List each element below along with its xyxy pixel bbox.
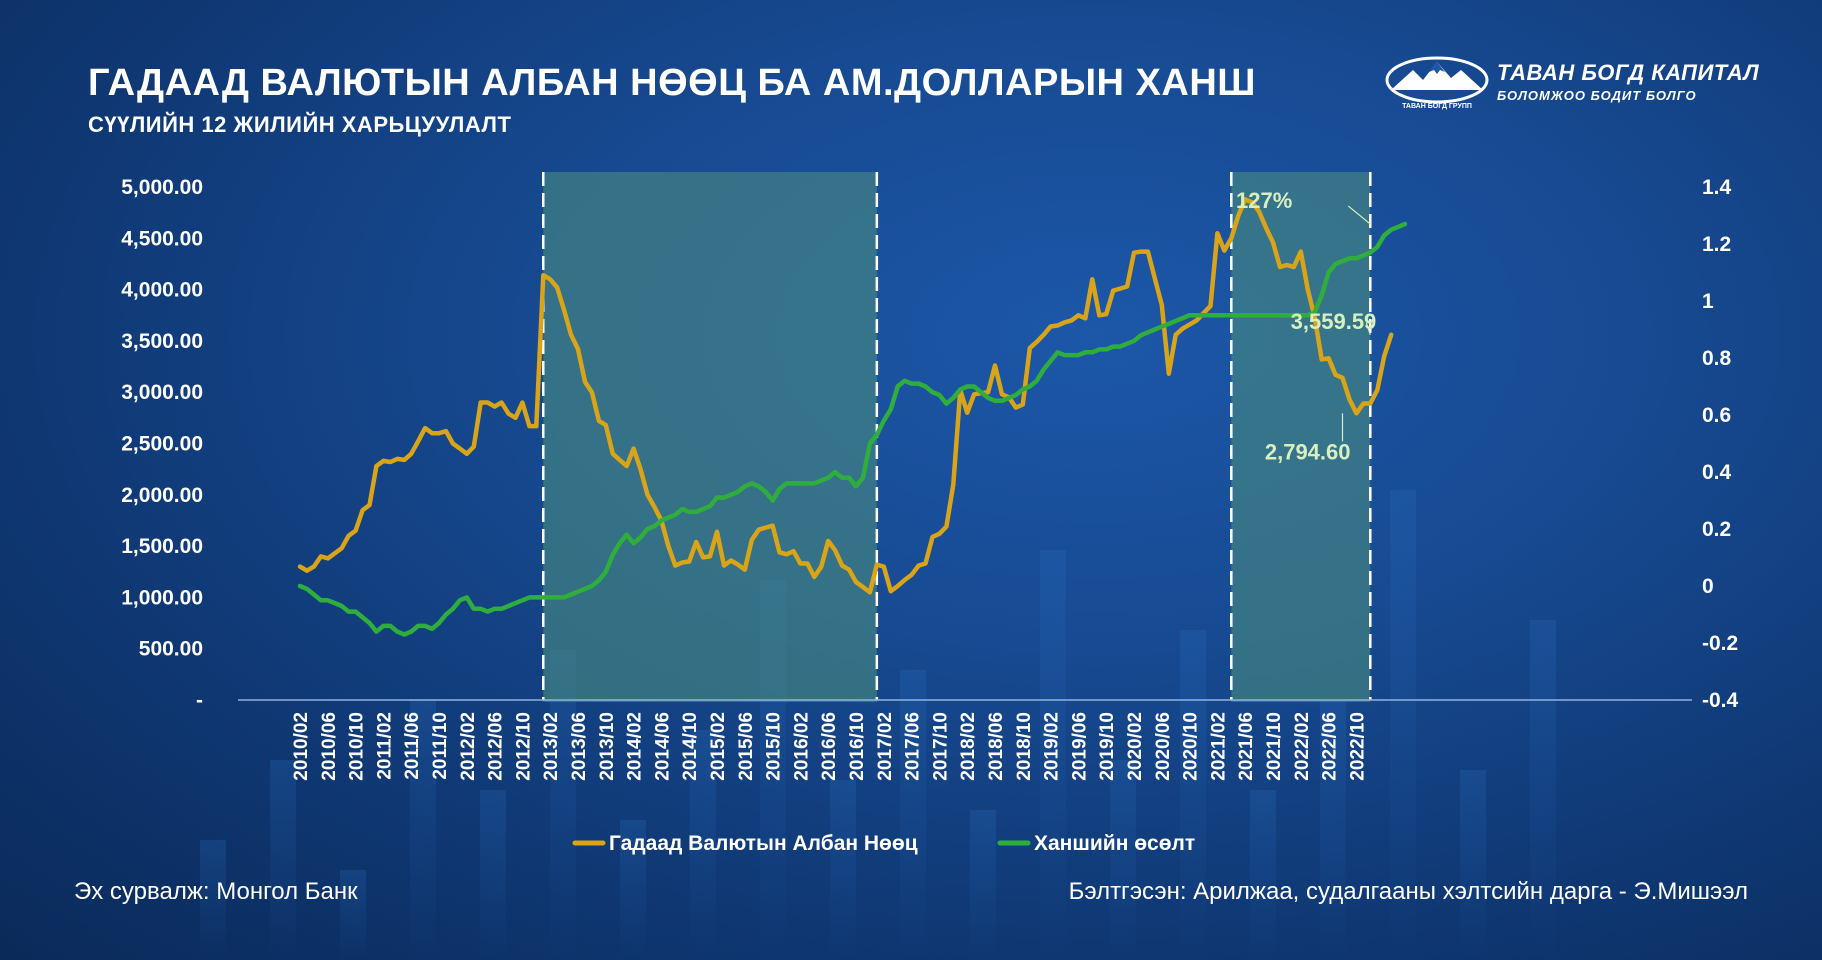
y-right-tick-label: 1.2 — [1702, 233, 1731, 256]
x-tick-label: 2017/10 — [930, 712, 951, 781]
y-left-tick-label: 1,000.00 — [121, 586, 203, 609]
x-tick-label: 2011/10 — [430, 712, 451, 780]
x-tick-label: 2014/06 — [652, 712, 673, 781]
y-left-tick-label: 5,000.00 — [121, 176, 203, 199]
background-bar — [1040, 550, 1066, 960]
shaded-period — [543, 172, 877, 702]
y-left-tick-label: 3,500.00 — [121, 330, 203, 353]
y-right-tick-label: 0.4 — [1702, 461, 1732, 484]
exchange-growth-line — [297, 221, 1408, 637]
annotation-label: 2,794.60 — [1265, 439, 1351, 464]
y-right-tick-label: -0.2 — [1702, 632, 1738, 655]
y-right-tick-label: 0 — [1702, 575, 1714, 598]
x-tick-label: 2022/02 — [1292, 712, 1313, 781]
y-left-tick-label: 1,500.00 — [121, 535, 203, 558]
reserves-line — [297, 197, 1394, 595]
x-tick-label: 2014/02 — [625, 712, 646, 781]
background-bar — [410, 700, 436, 960]
legend-label: Ханшийн өсөлт — [1034, 832, 1195, 855]
background-bar — [270, 760, 296, 960]
x-tick-label: 2013/10 — [597, 712, 618, 781]
background-bar — [970, 810, 996, 960]
x-tick-label: 2022/10 — [1347, 712, 1368, 781]
y-left-tick-label: - — [196, 689, 203, 712]
y-left-tick-label: 500.00 — [139, 638, 203, 661]
x-tick-label: 2019/06 — [1069, 712, 1090, 781]
y-right-tick-label: 1.4 — [1702, 176, 1732, 199]
y-right-tick-label: 0.8 — [1702, 347, 1732, 370]
x-tick-label: 2013/02 — [541, 712, 562, 781]
x-tick-label: 2017/06 — [903, 712, 924, 781]
x-tick-label: 2012/06 — [486, 712, 507, 781]
y-left-tick-label: 2,500.00 — [121, 433, 203, 456]
x-tick-label: 2015/02 — [708, 712, 729, 781]
background-bar — [830, 780, 856, 960]
x-tick-label: 2011/02 — [374, 712, 395, 780]
logo-mark-caption: ТАВАН БОГД ГРУПП — [1402, 103, 1472, 110]
annotation-leader — [1365, 322, 1371, 335]
background-bar — [1110, 760, 1136, 960]
x-tick-label: 2016/10 — [847, 712, 868, 781]
y-right-tick-label: 1 — [1702, 290, 1714, 313]
background-bar — [900, 670, 926, 960]
x-tick-label: 2010/10 — [347, 712, 368, 781]
background-bar — [1390, 490, 1416, 960]
x-tick-label: 2014/10 — [680, 712, 701, 781]
annotation-label: 127% — [1236, 188, 1292, 213]
x-tick-label: 2016/06 — [819, 712, 840, 781]
x-tick-label: 2020/02 — [1125, 712, 1146, 781]
page-subtitle: СҮҮЛИЙН 12 ЖИЛИЙН ХАРЬЦУУЛАЛТ — [88, 112, 512, 137]
background-bar — [1250, 790, 1276, 960]
x-tick-label: 2011/06 — [402, 712, 423, 780]
background-bar — [200, 840, 226, 960]
x-tick-label: 2010/02 — [291, 712, 312, 781]
y-left-tick-label: 3,000.00 — [121, 381, 203, 404]
x-tick-label: 2018/10 — [1014, 712, 1035, 781]
y-right-tick-label: 0.2 — [1702, 518, 1731, 541]
x-tick-label: 2020/10 — [1181, 712, 1202, 781]
x-tick-label: 2019/02 — [1042, 712, 1063, 781]
logo-tagline: БОЛОМЖОО БОДИТ БОЛГО — [1497, 88, 1697, 103]
logo-name: ТАВАН БОГД КАПИТАЛ — [1497, 60, 1760, 85]
y-left-tick-label: 4,500.00 — [121, 227, 203, 250]
legend-label: Гадаад Валютын Албан Нөөц — [609, 832, 918, 855]
annotation-leader — [1347, 205, 1371, 225]
x-tick-label: 2021/06 — [1236, 712, 1257, 781]
background-bar — [340, 870, 366, 960]
source-note: Эх сурвалж: Монгол Банк — [74, 878, 358, 905]
y-right-tick-label: 0.6 — [1702, 404, 1731, 427]
y-left-tick-label: 2,000.00 — [121, 484, 203, 507]
x-tick-label: 2015/06 — [736, 712, 757, 781]
x-tick-label: 2012/10 — [513, 712, 534, 781]
page-title: ГАДААД ВАЛЮТЫН АЛБАН НӨӨЦ БА АМ.ДОЛЛАРЫН… — [88, 62, 1256, 104]
company-logo: ТАВАН БОГД ГРУПП ТАВАН БОГД КАПИТАЛ БОЛО… — [1385, 54, 1765, 110]
x-tick-label: 2020/06 — [1153, 712, 1174, 781]
x-tick-label: 2022/06 — [1320, 712, 1341, 781]
author-note: Бэлтгэсэн: Арилжаа, судалгааны хэлтсийн … — [1068, 878, 1748, 905]
x-tick-label: 2012/02 — [458, 712, 479, 781]
x-tick-label: 2021/02 — [1208, 712, 1229, 781]
x-tick-label: 2018/02 — [958, 712, 979, 781]
background-bar — [620, 820, 646, 960]
x-tick-label: 2016/02 — [791, 712, 812, 781]
background-bar — [1320, 700, 1346, 960]
x-tick-label: 2017/02 — [875, 712, 896, 781]
x-tick-label: 2021/10 — [1264, 712, 1285, 781]
background-bar — [1460, 770, 1486, 960]
x-tick-label: 2015/10 — [764, 712, 785, 781]
x-tick-label: 2013/06 — [569, 712, 590, 781]
background-bar — [1530, 620, 1556, 960]
x-tick-label: 2018/06 — [986, 712, 1007, 781]
background-bar — [690, 730, 716, 960]
mountain-logo-icon: ТАВАН БОГД ГРУПП — [1385, 56, 1489, 110]
background-bar — [480, 790, 506, 960]
background-bar — [1180, 630, 1206, 960]
x-tick-label: 2019/10 — [1097, 712, 1118, 781]
y-left-tick-label: 4,000.00 — [121, 279, 203, 302]
annotation-label: 3,559.59 — [1291, 309, 1377, 334]
x-tick-label: 2010/06 — [319, 712, 340, 781]
y-right-tick-label: -0.4 — [1702, 689, 1739, 712]
